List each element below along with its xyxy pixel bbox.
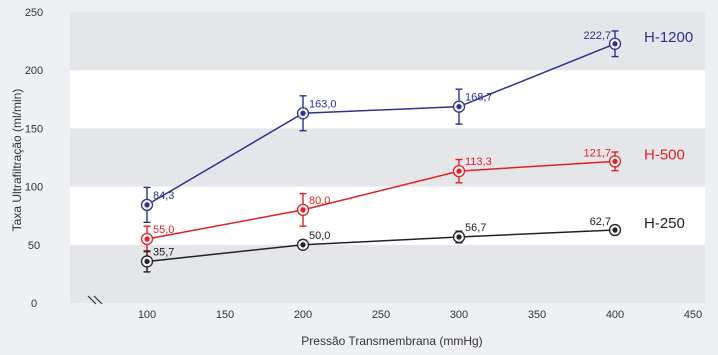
x-tick-label: 150	[216, 309, 234, 321]
data-label: 168,7	[465, 92, 493, 104]
grid-bands	[70, 12, 705, 303]
data-point	[144, 258, 150, 265]
series-name-label: H-1200	[644, 29, 693, 46]
data-label: 222,7	[583, 30, 611, 42]
data-point	[300, 110, 306, 116]
series-h-500: 55,0 80,0 113,3 121,7 H-500	[140, 146, 685, 253]
x-tick-label: 100	[138, 309, 156, 321]
x-tick-label: 250	[372, 309, 390, 321]
x-axis-title: Pressão Transmembrana (mmHg)	[301, 334, 482, 348]
data-point	[456, 168, 462, 174]
data-point	[612, 158, 618, 164]
data-point	[144, 202, 150, 208]
data-point	[612, 41, 618, 47]
series-name-label: H-250	[644, 215, 685, 232]
x-tick-label: 200	[294, 309, 312, 321]
data-label: 84,3	[153, 190, 174, 202]
grid-band	[70, 128, 705, 187]
data-label: 163,0	[309, 98, 337, 110]
x-tick-label: 400	[606, 309, 624, 321]
y-axis-ticks: 0 50 100 150 200 250	[25, 7, 43, 310]
grid-band	[70, 244, 705, 303]
data-point	[456, 234, 462, 240]
data-label: 56,7	[465, 222, 486, 234]
data-label: 55,0	[153, 224, 174, 236]
data-label: 35,7	[153, 246, 174, 258]
y-tick-label: 150	[25, 123, 43, 135]
grid-band	[70, 186, 705, 245]
series-name-label: H-500	[644, 146, 685, 163]
y-axis-title: Taxa Ultrafiltração (ml/min)	[10, 89, 24, 232]
data-label: 113,3	[465, 156, 492, 168]
data-label: 121,7	[583, 147, 611, 159]
data-point	[612, 227, 618, 233]
x-tick-label: 350	[528, 309, 546, 321]
series-line	[146, 160, 616, 240]
grid-band	[70, 12, 705, 71]
series-layer: 84,3 163,0 168,7 222,7 H-1200 55,0 80,0 113,3 12…	[140, 29, 693, 273]
x-tick-label: 300	[450, 309, 468, 321]
y-tick-label: 0	[31, 298, 37, 310]
x-axis-ticks: 100 150 200 250 300 350 400 450	[138, 309, 702, 321]
data-point	[300, 207, 306, 213]
data-point	[456, 104, 462, 110]
series-line	[146, 43, 616, 206]
data-label: 50,0	[309, 230, 330, 242]
data-label: 80,0	[309, 195, 330, 207]
grid-band	[70, 70, 705, 129]
y-tick-label: 100	[25, 182, 43, 194]
y-tick-label: 50	[28, 240, 40, 252]
data-label: 62,7	[590, 216, 611, 228]
data-point	[144, 236, 150, 242]
series-h-1200: 84,3 163,0 168,7 222,7 H-1200	[140, 29, 693, 224]
x-tick-label: 450	[684, 309, 702, 321]
series-h-250: 35,7 50,0 56,7 62,7 H-250	[140, 215, 685, 273]
axis-break-mark	[87, 295, 103, 305]
y-tick-label: 200	[25, 65, 43, 77]
data-point	[300, 242, 306, 248]
y-tick-label: 250	[25, 7, 43, 19]
series-line	[146, 229, 616, 263]
